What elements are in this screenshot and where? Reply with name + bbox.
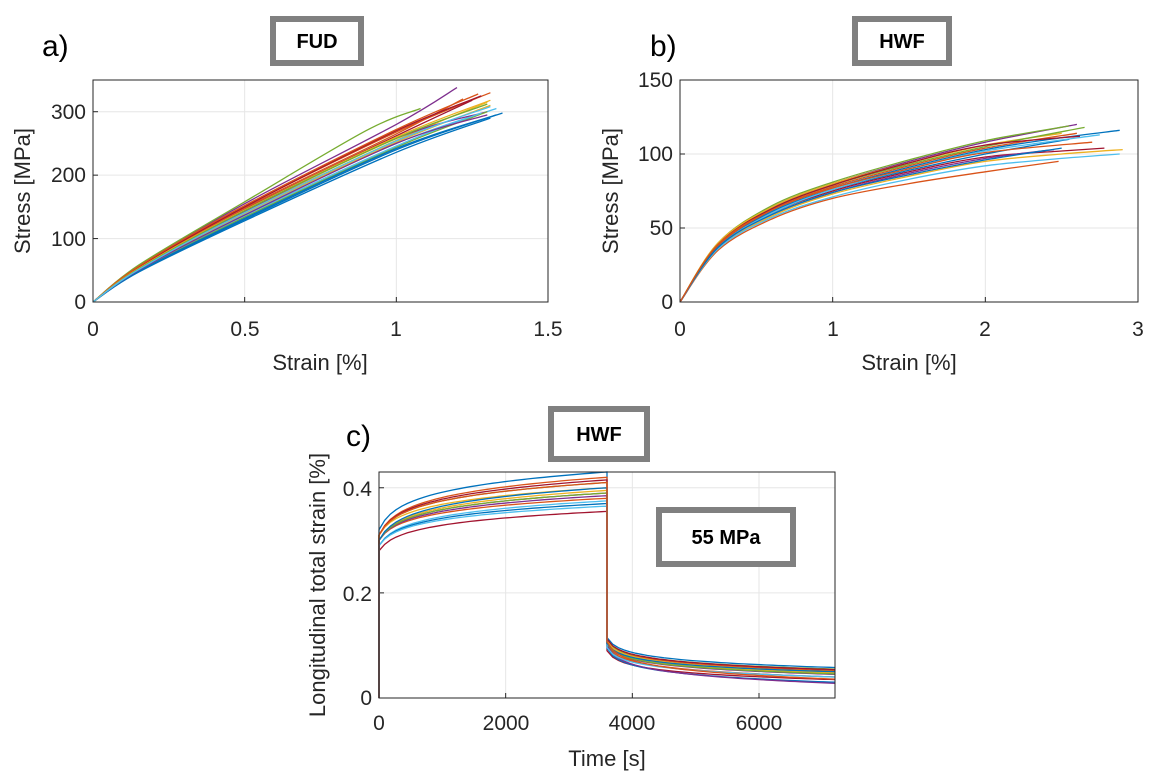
panel-a-x-axis-label: Strain [%] <box>272 350 367 375</box>
panel-b-badge-text: HWF <box>879 31 925 53</box>
panel-b-x-axis-label: Strain [%] <box>861 350 956 375</box>
panel-a-y-tick: 300 <box>51 101 86 124</box>
panel-c-series-line <box>378 481 836 698</box>
panel-b-series-line <box>679 147 1062 303</box>
panel-b-series-line <box>679 138 1070 303</box>
panel-b-grid <box>679 79 1139 303</box>
panel-a-x-tick: 0.5 <box>230 318 259 341</box>
panel-c-y-tick: 0.4 <box>343 478 373 501</box>
panel-c-x-tick: 2000 <box>483 712 530 735</box>
panel-a-series-line <box>92 112 503 303</box>
panel-a-series-line <box>92 104 491 303</box>
panel-a-x-ticks: 0 0.5 1 1.5 <box>87 318 562 341</box>
panel-a-y-axis-label: Stress [MPa] <box>10 128 35 254</box>
panel-a-y-tick: 200 <box>51 164 86 187</box>
panel-b-badge: HWF <box>852 16 952 66</box>
panel-a-y-tick: 0 <box>74 291 86 314</box>
panel-b-x-ticks: 0 1 2 3 <box>674 318 1144 341</box>
panel-a-y-ticks: 0 100 200 300 <box>51 101 86 314</box>
panel-b-series-line <box>679 125 1070 303</box>
panel-a-series-line <box>92 114 488 303</box>
panel-c-badge-text: HWF <box>576 424 622 446</box>
panel-b-y-tick: 100 <box>638 143 673 166</box>
panel-b-y-tick: 0 <box>661 291 673 314</box>
panel-b-axes-box <box>679 79 1139 303</box>
panel-b-x-tick: 1 <box>827 318 839 341</box>
panel-c-x-ticks: 0 2000 4000 6000 <box>373 712 782 735</box>
panel-c-series-line <box>378 479 836 698</box>
panel-c-y-tick: 0 <box>360 687 372 710</box>
panel-c-y-tick: 0.2 <box>343 583 372 606</box>
panel-b-series-line <box>679 153 1120 303</box>
panel-c-badge: HWF <box>548 406 650 462</box>
panel-c-axes-box <box>378 471 836 699</box>
panel-b-x-tick: 2 <box>979 318 991 341</box>
panel-b-y-axis-label: Stress [MPa] <box>598 128 623 254</box>
panel-c-x-axis-label: Time [s] <box>568 746 645 771</box>
panel-c-annotation-text: 55 MPa <box>692 527 762 549</box>
panel-c-x-tick: 4000 <box>609 712 656 735</box>
panel-b-y-tick: 150 <box>638 69 673 92</box>
panel-b-y-tick: 50 <box>650 217 673 240</box>
panel-c-series-line <box>378 476 836 698</box>
panel-a-axes-box <box>92 79 549 303</box>
panel-a-x-tick: 1.5 <box>533 318 562 341</box>
panel-b-series-line <box>679 123 1078 303</box>
panel-b-series-line <box>679 141 1093 303</box>
panel-b-series-line <box>679 135 1081 303</box>
panel-b-series-lines <box>679 123 1123 303</box>
panel-b-series-line <box>679 129 1120 303</box>
panel-c-y-ticks: 0 0.2 0.4 <box>343 478 373 710</box>
panel-a-series-line <box>92 114 497 303</box>
panel-c-series-lines <box>378 471 836 698</box>
panel-a-letter: a) <box>42 30 69 63</box>
panel-a-x-tick: 0 <box>87 318 99 341</box>
panel-a-badge-text: FUD <box>296 31 337 53</box>
panel-c-x-tick: 6000 <box>736 712 783 735</box>
panel-b-x-tick: 3 <box>1132 318 1144 341</box>
panel-b: b) HWF 0 1 2 3 0 50 100 150 Strain [%] S… <box>598 16 1144 375</box>
panel-a-badge: FUD <box>270 16 364 66</box>
panel-b-x-tick: 0 <box>674 318 686 341</box>
panel-a: a) FUD 0 0.5 1 1.5 0 100 200 300 Strain … <box>10 16 563 375</box>
panel-a-series-line <box>92 93 479 303</box>
panel-a-series-lines <box>92 87 503 303</box>
panel-a-x-tick: 1 <box>390 318 402 341</box>
panel-a-series-line <box>92 117 491 303</box>
panel-b-series-line <box>679 132 1078 303</box>
panel-c-x-tick: 0 <box>373 712 385 735</box>
panel-a-series-line <box>92 105 491 303</box>
panel-c-annotation: 55 MPa <box>656 507 796 567</box>
panel-c: c) HWF 55 MPa 0 2000 4000 6000 0 0.2 0.4… <box>305 406 836 771</box>
panel-c-letter: c) <box>346 420 371 453</box>
panel-a-y-tick: 100 <box>51 228 86 251</box>
panel-a-series-line <box>92 107 421 303</box>
panel-c-y-axis-label: Longitudinal total strain [%] <box>305 453 330 717</box>
panel-b-y-ticks: 0 50 100 150 <box>638 69 673 314</box>
panel-b-series-line <box>679 160 1059 303</box>
panel-b-letter: b) <box>650 30 677 63</box>
